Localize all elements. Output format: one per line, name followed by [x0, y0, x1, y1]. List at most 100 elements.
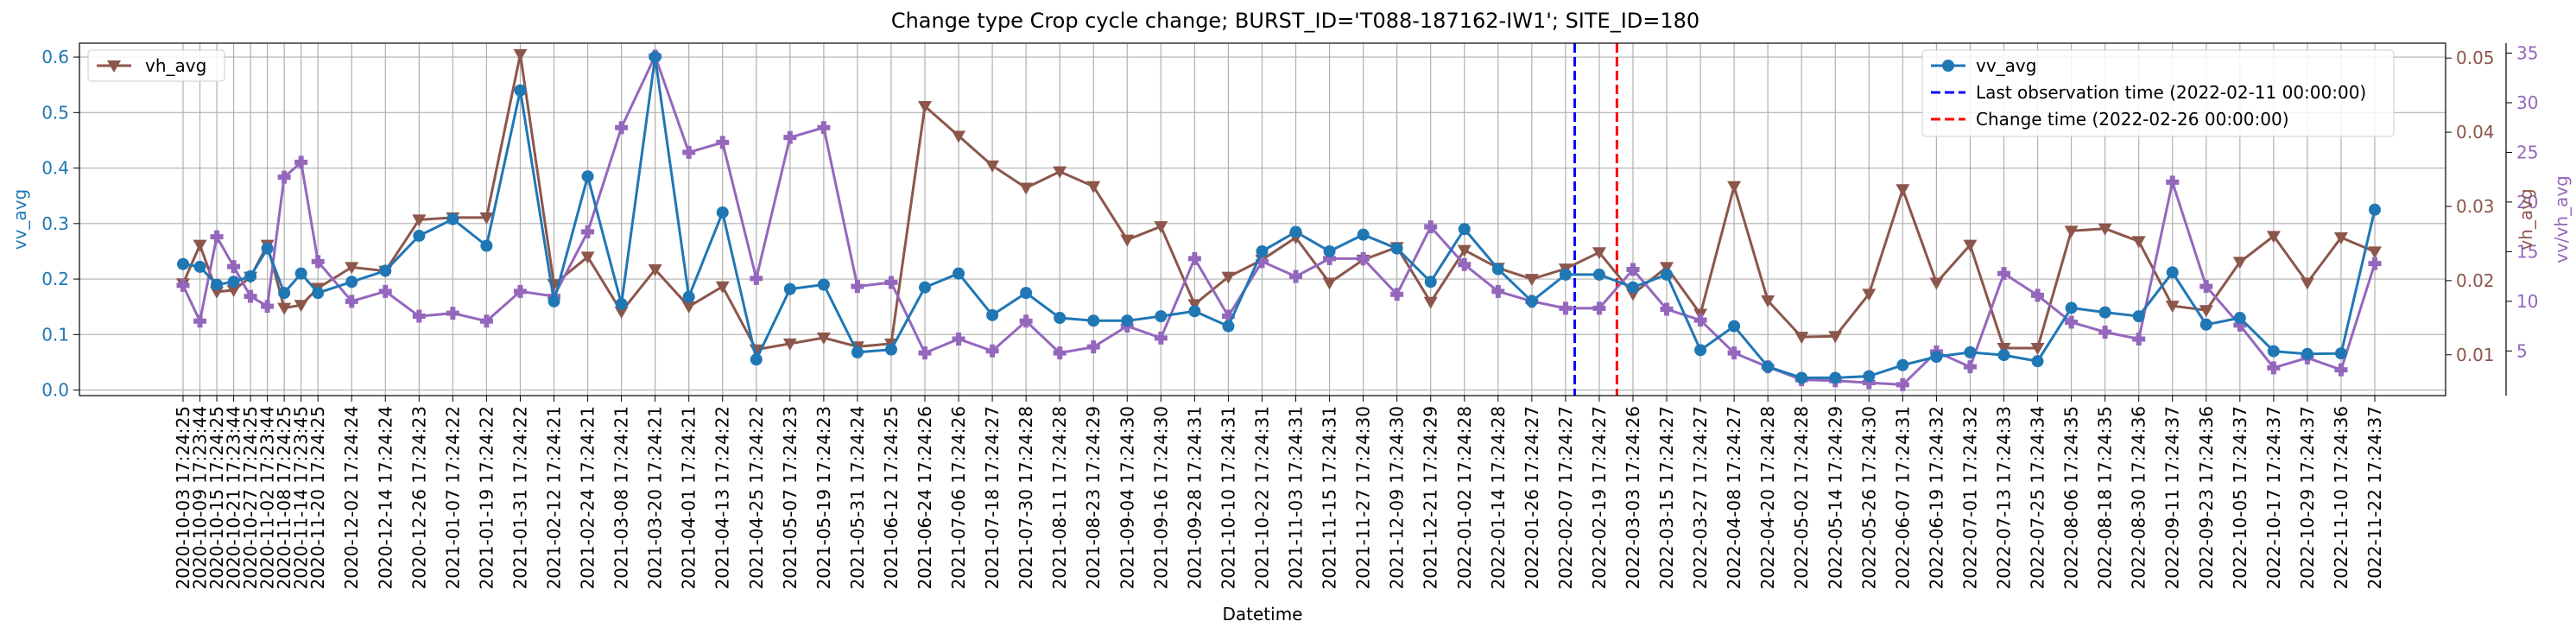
data-point: [1086, 340, 1100, 354]
data-point: [1761, 295, 1775, 308]
tick-label-x: 2021-03-20 17:24:21: [645, 406, 666, 589]
tick-label-x: 2020-10-03 17:24:25: [173, 406, 193, 589]
tick-label-x: 2021-01-31 17:24:22: [510, 406, 530, 589]
data-point: [107, 60, 121, 73]
data-point: [1121, 314, 1134, 327]
tick-label-left: 0.0: [41, 380, 69, 401]
data-point: [226, 285, 241, 298]
tick-label-x: 2022-11-10 17:24:36: [2331, 406, 2351, 589]
data-point: [682, 290, 695, 303]
data-point: [1997, 343, 2011, 356]
data-point: [2132, 332, 2146, 346]
data-point: [2166, 175, 2180, 189]
data-point: [1424, 220, 1438, 234]
data-point: [2301, 347, 2313, 360]
data-point: [1255, 255, 1269, 269]
data-point: [2333, 232, 2348, 245]
tick-label-left: 0.4: [41, 158, 69, 179]
tick-label-x: 2020-10-27 17:24:25: [240, 406, 261, 589]
data-point: [2131, 236, 2146, 249]
data-point: [649, 51, 661, 64]
tick-label-x: 2021-05-07 17:24:23: [780, 406, 801, 589]
tick-label-right-ratio: 5: [2516, 340, 2528, 361]
data-point: [1896, 358, 1909, 371]
data-point: [278, 287, 291, 300]
data-point: [2065, 315, 2079, 329]
tick-label-x: 2022-02-07 17:24:27: [1555, 406, 1576, 589]
tick-label-x: 2020-11-02 17:23:44: [257, 406, 278, 589]
tick-label-x: 2021-04-01 17:24:21: [679, 406, 699, 589]
tick-label-right-vh: 0.05: [2456, 48, 2495, 68]
tick-label-x: 2022-10-05 17:24:37: [2230, 406, 2250, 589]
data-point: [547, 295, 560, 307]
data-point: [1559, 301, 1573, 315]
data-point: [1963, 360, 1977, 374]
data-point: [446, 307, 459, 320]
data-point: [211, 278, 224, 291]
data-point: [1964, 346, 1977, 358]
tick-label-x: 2022-10-17 17:24:37: [2263, 406, 2284, 589]
data-point: [682, 145, 696, 159]
tick-label-right-ratio: 10: [2516, 291, 2538, 312]
data-point: [514, 84, 527, 97]
data-point: [1289, 269, 1303, 283]
tick-label-x: 2020-10-15 17:24:25: [206, 406, 227, 589]
data-point: [580, 251, 595, 264]
data-point: [1424, 276, 1437, 288]
data-point: [1942, 60, 1954, 72]
data-point: [1661, 268, 1674, 281]
data-point: [716, 136, 730, 149]
data-point: [985, 344, 999, 358]
data-point: [1491, 284, 1505, 298]
data-point: [1019, 314, 1033, 328]
tick-label-x: 2021-07-30 17:24:28: [1016, 406, 1036, 589]
data-point: [1626, 281, 1639, 294]
data-point: [2166, 266, 2179, 279]
y-axis-label-left: vv_avg: [9, 189, 30, 250]
data-point: [480, 239, 493, 252]
data-point: [816, 333, 831, 346]
data-point: [1592, 247, 1606, 260]
tick-label-x: 2021-09-28 17:24:31: [1184, 406, 1205, 589]
tick-label-x: 2022-10-29 17:24:37: [2297, 406, 2318, 589]
data-point: [986, 308, 999, 321]
series-line: [181, 52, 2377, 386]
series-line: [181, 54, 2376, 352]
tick-label-x: 2022-06-07 17:24:31: [1892, 406, 1913, 589]
tick-label-x: 2021-07-18 17:24:27: [982, 406, 1003, 589]
data-point: [750, 353, 763, 366]
tick-label-x: 2022-04-08 17:24:27: [1724, 406, 1744, 589]
tick-label-x: 2022-08-18 17:24:35: [2095, 406, 2116, 589]
tick-label-x: 2021-02-12 17:24:21: [544, 406, 565, 589]
data-point: [851, 280, 864, 294]
data-point: [681, 301, 696, 314]
legend-label: vh_avg: [145, 55, 206, 76]
tick-label-x: 2020-12-02 17:24:24: [341, 406, 362, 589]
y-axis-label-ratio: vv/vh_avg: [2551, 175, 2572, 263]
data-point: [1423, 296, 1438, 309]
tick-label-x: 2022-08-30 17:24:36: [2129, 406, 2149, 589]
data-point: [884, 343, 897, 356]
data-point: [413, 229, 426, 242]
tick-label-x: 2021-10-10 17:24:31: [1218, 406, 1238, 589]
data-point: [2267, 345, 2280, 358]
series-vv-avg: [177, 51, 2381, 384]
tick-label-x: 2020-10-09 17:23:44: [190, 406, 211, 589]
data-point: [2098, 223, 2112, 236]
tick-label-x: 2022-07-13 17:24:33: [1993, 406, 2014, 589]
tick-label-x: 2022-05-02 17:24:28: [1791, 406, 1812, 589]
data-point: [1289, 225, 1302, 238]
data-point: [1727, 346, 1741, 360]
data-point: [1795, 371, 1808, 384]
data-point: [614, 306, 629, 319]
tick-label-x: 2021-08-23 17:24:29: [1083, 406, 1104, 589]
data-point: [2098, 325, 2112, 339]
data-point: [1762, 360, 1775, 373]
data-point: [345, 295, 358, 308]
data-point: [1390, 288, 1404, 301]
tick-label-x: 2021-09-16 17:24:30: [1150, 406, 1171, 589]
tick-label-x: 2022-08-06 17:24:35: [2061, 406, 2082, 589]
data-point: [2132, 310, 2145, 323]
data-point: [210, 230, 224, 244]
data-point: [2233, 312, 2246, 325]
